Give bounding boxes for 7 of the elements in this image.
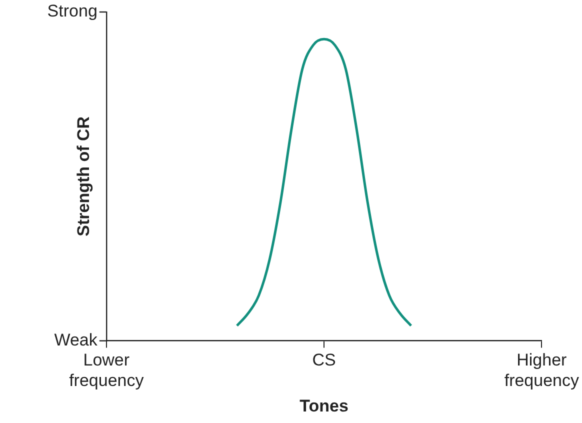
y-axis-title: Strength of CR (74, 116, 93, 236)
x-axis-title: Tones (300, 396, 348, 416)
x-tick-label: Lower frequency (69, 350, 144, 390)
x-tick-label: Higher frequency (504, 350, 580, 390)
text: Weak (54, 330, 98, 350)
x-tick-label: CS (312, 350, 336, 370)
text: Strong (47, 2, 98, 21)
